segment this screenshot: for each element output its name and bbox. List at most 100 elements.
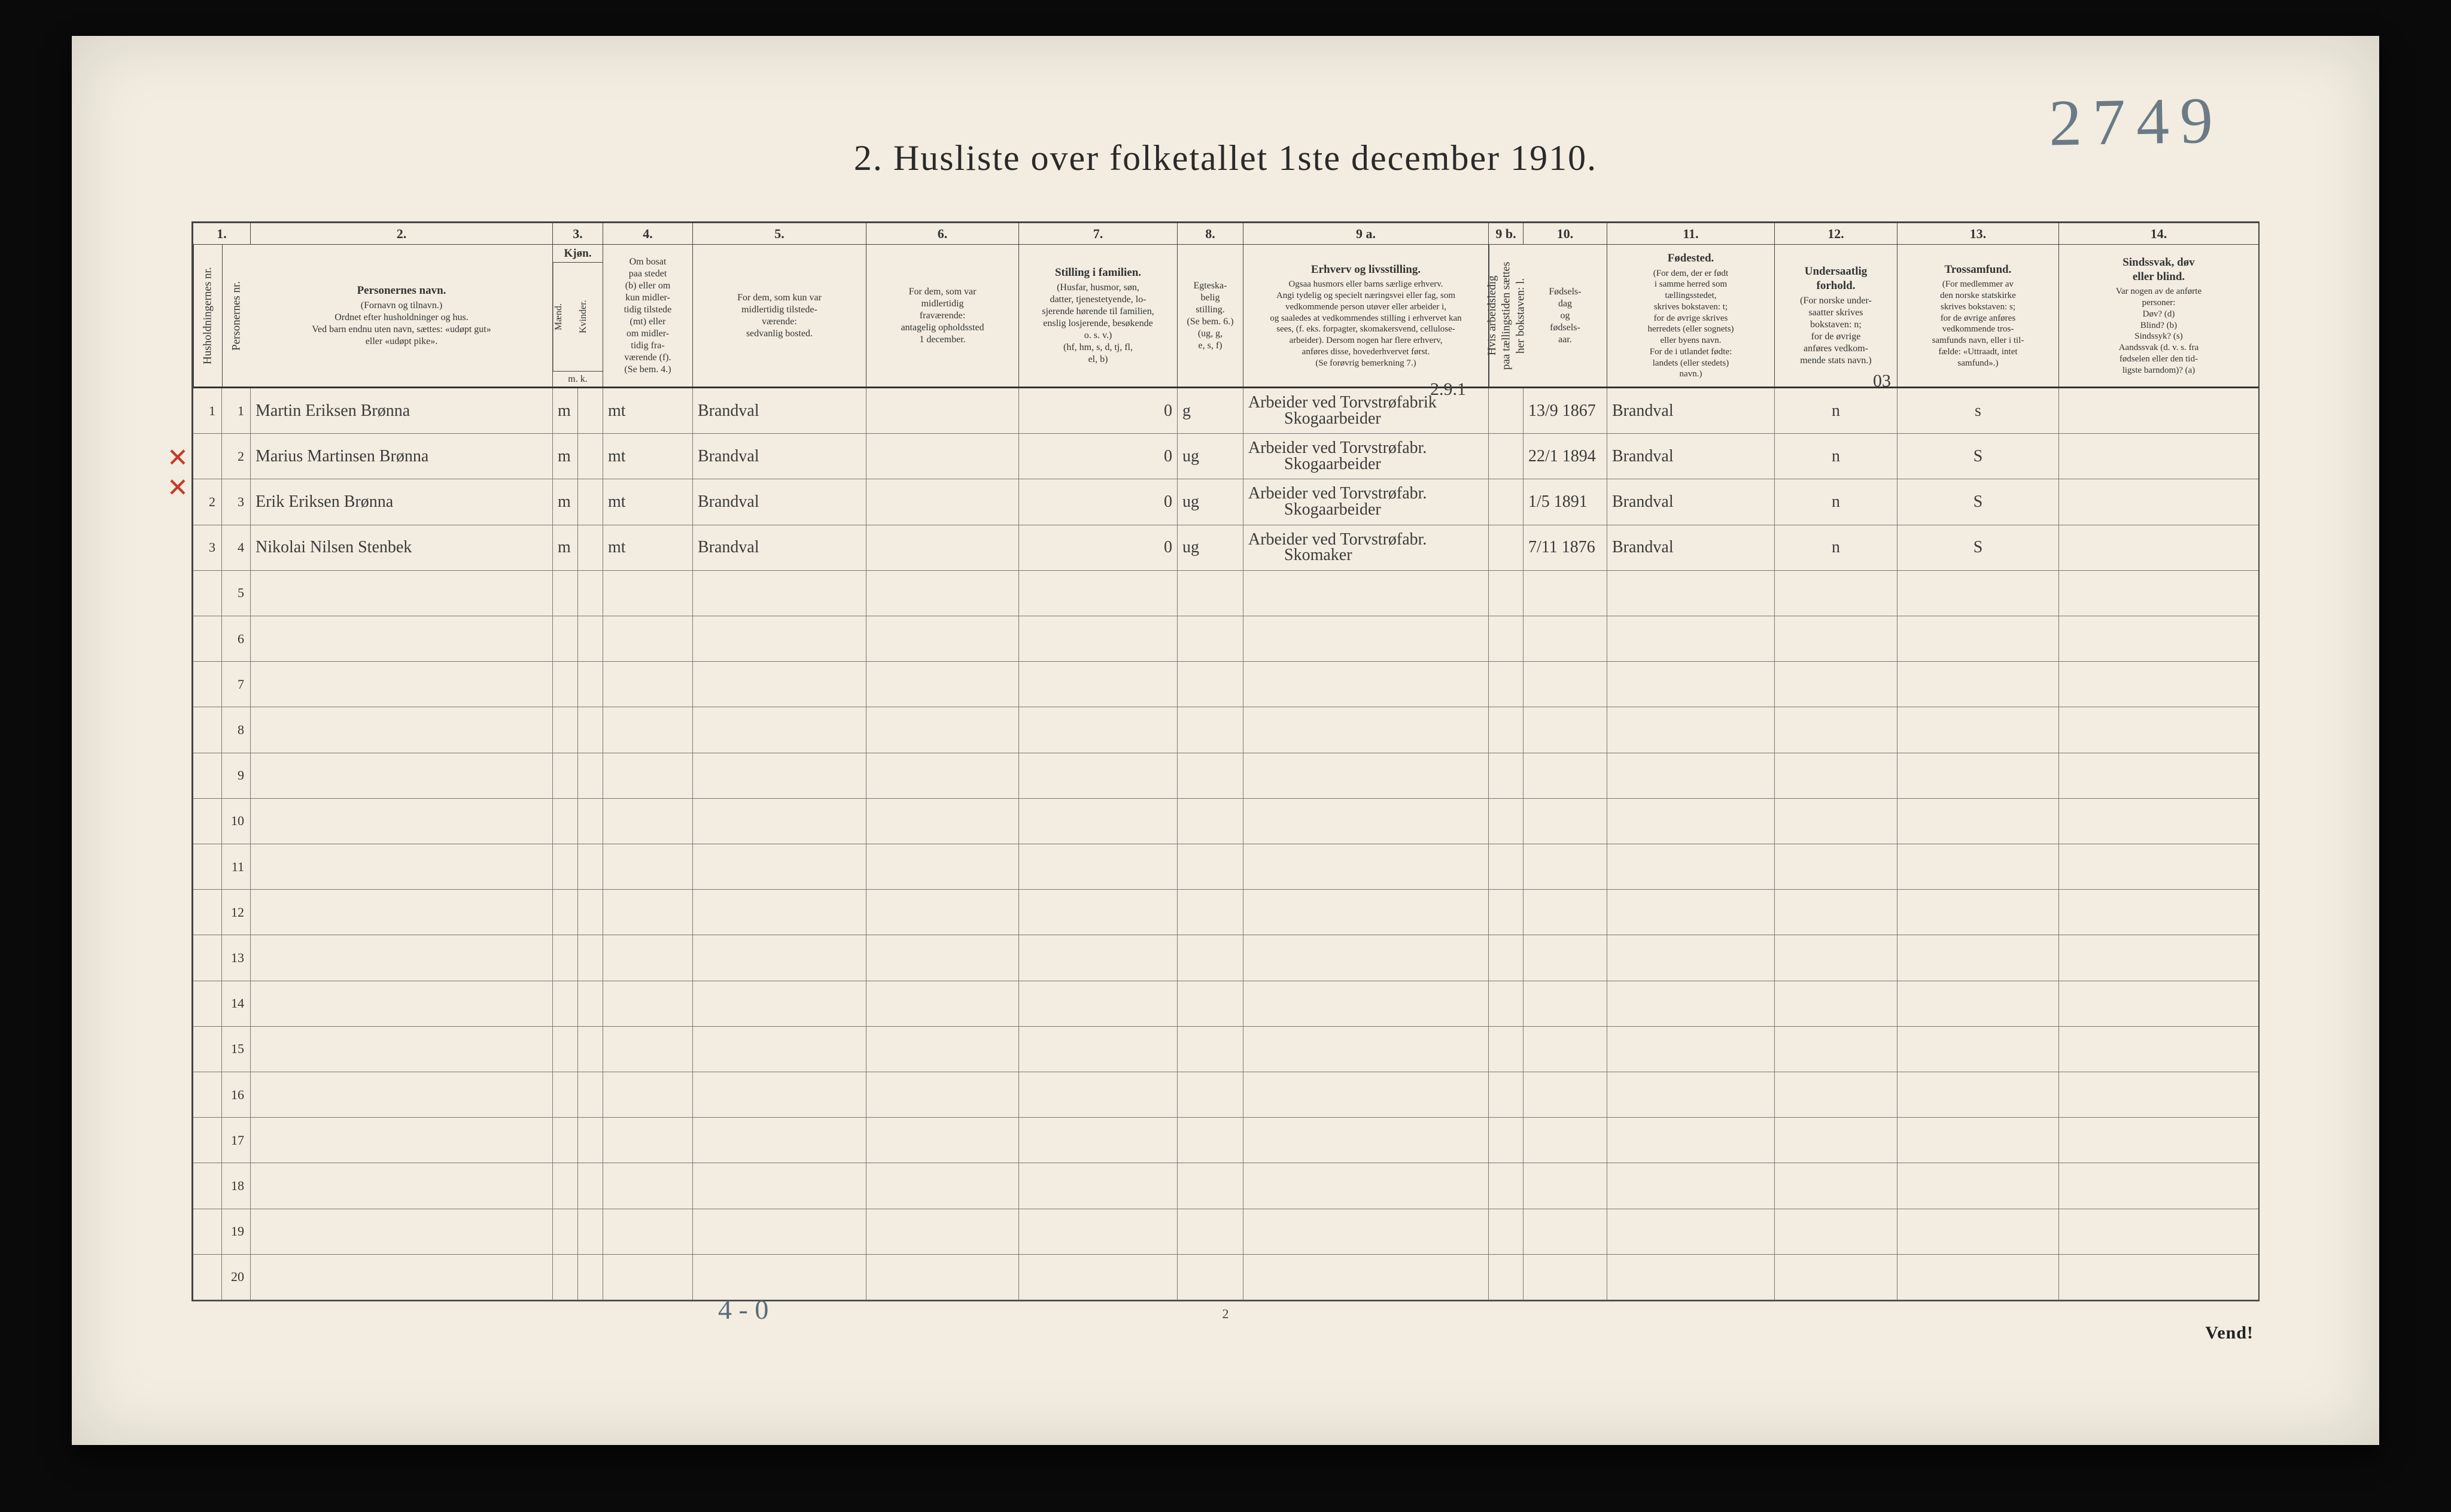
cell-household bbox=[193, 707, 222, 752]
colnum: 8. bbox=[1178, 223, 1243, 244]
cell-person-no: 20 bbox=[222, 1255, 251, 1300]
cell-person-no: 5 bbox=[222, 571, 251, 616]
hdr-c12-sub: (For norske under- saatter skrives bokst… bbox=[1777, 295, 1894, 367]
hdr-sex-k: Kvinder. bbox=[578, 263, 603, 371]
census-page: 2749 2. Husliste over folketallet 1ste d… bbox=[72, 36, 2379, 1445]
cell-birthdate bbox=[1523, 1118, 1607, 1163]
cell-sex-k bbox=[578, 571, 603, 616]
cell-religion: s bbox=[1897, 388, 2059, 433]
hdr-c5-title: For dem, som kun var midlertidig tilsted… bbox=[695, 292, 863, 328]
cell-unemployed bbox=[1489, 981, 1523, 1026]
cell-nationality: n bbox=[1775, 525, 1897, 570]
cell-sex-k bbox=[578, 890, 603, 935]
cell-birthplace bbox=[1607, 1209, 1775, 1254]
cell-marital bbox=[1178, 707, 1243, 752]
cell-sex-m bbox=[553, 890, 578, 935]
cell-name: Martin Eriksen Brønna bbox=[251, 388, 553, 433]
cell-absent-place bbox=[866, 571, 1019, 616]
cell-birthdate: 1/5 1891 bbox=[1523, 479, 1607, 524]
cell-sex-k bbox=[578, 1118, 603, 1163]
cell-name bbox=[251, 1163, 553, 1208]
cell-residence bbox=[603, 1027, 693, 1072]
cell-sex-m bbox=[553, 707, 578, 752]
hdr-household-no: Husholdningernes nr. bbox=[193, 245, 222, 387]
cell-family-status: 0 bbox=[1019, 525, 1178, 570]
cell-household bbox=[193, 1027, 222, 1072]
cell-nationality bbox=[1775, 1163, 1897, 1208]
cell-sex-m bbox=[553, 1209, 578, 1254]
cell-nationality bbox=[1775, 616, 1897, 661]
cell-disability bbox=[2059, 571, 2258, 616]
cell-absent-place bbox=[866, 844, 1019, 889]
cell-residence bbox=[603, 935, 693, 980]
cell-residence: mt bbox=[603, 479, 693, 524]
cell-birthplace bbox=[1607, 890, 1775, 935]
cell-sex-m bbox=[553, 981, 578, 1026]
hdr-c11-sub: (For dem, der er født i samme herred som… bbox=[1610, 268, 1772, 381]
table-row: 12 bbox=[193, 890, 2258, 935]
table-row: 2Marius Martinsen BrønnammtBrandval0ugAr… bbox=[193, 434, 2258, 479]
cell-marital bbox=[1178, 616, 1243, 661]
cell-birthplace bbox=[1607, 707, 1775, 752]
cell-religion bbox=[1897, 1072, 2059, 1117]
hdr-c7-sub: (Husfar, husmor, søn, datter, tjenestety… bbox=[1021, 282, 1175, 366]
cell-sex-m: m bbox=[553, 479, 578, 524]
cell-name bbox=[251, 707, 553, 752]
table-row: 13 bbox=[193, 935, 2258, 981]
cell-occupation bbox=[1243, 753, 1489, 798]
cell-family-status: 0 bbox=[1019, 479, 1178, 524]
cell-occupation bbox=[1243, 662, 1489, 707]
cell-usual-residence: Brandval bbox=[693, 388, 866, 433]
cell-nationality: n bbox=[1775, 479, 1897, 524]
colnum: 13. bbox=[1897, 223, 2059, 244]
cell-absent-place bbox=[866, 616, 1019, 661]
cell-residence bbox=[603, 707, 693, 752]
cell-birthdate bbox=[1523, 890, 1607, 935]
cell-occupation bbox=[1243, 1255, 1489, 1300]
cell-family-status bbox=[1019, 799, 1178, 844]
cell-household bbox=[193, 844, 222, 889]
table-row: 5 bbox=[193, 571, 2258, 616]
cell-residence bbox=[603, 1209, 693, 1254]
cell-person-no: 13 bbox=[222, 935, 251, 980]
cell-usual-residence bbox=[693, 1072, 866, 1117]
table-row: 6 bbox=[193, 616, 2258, 662]
cell-sex-k bbox=[578, 799, 603, 844]
cell-family-status bbox=[1019, 981, 1178, 1026]
cell-religion bbox=[1897, 662, 2059, 707]
cell-residence bbox=[603, 616, 693, 661]
cell-birthplace bbox=[1607, 935, 1775, 980]
cell-birthplace bbox=[1607, 1072, 1775, 1117]
cell-family-status bbox=[1019, 935, 1178, 980]
cell-nationality bbox=[1775, 571, 1897, 616]
cell-usual-residence bbox=[693, 616, 866, 661]
cell-sex-k bbox=[578, 616, 603, 661]
hdr-name: Personernes navn. (Fornavn og tilnavn.) … bbox=[251, 245, 553, 387]
hdr-marital: Egteska- belig stilling. (Se bem. 6.) (u… bbox=[1178, 245, 1243, 387]
cell-family-status bbox=[1019, 1072, 1178, 1117]
cell-sex-k bbox=[578, 1255, 603, 1300]
cell-usual-residence: Brandval bbox=[693, 479, 866, 524]
colnum: 10. bbox=[1523, 223, 1607, 244]
cell-unemployed bbox=[1489, 1072, 1523, 1117]
cell-unemployed bbox=[1489, 1027, 1523, 1072]
cell-occupation: Arbeider ved Torvstrøfabr.Skogaarbeider bbox=[1243, 434, 1489, 479]
cell-name bbox=[251, 890, 553, 935]
cell-absent-place bbox=[866, 525, 1019, 570]
cell-sex-k bbox=[578, 981, 603, 1026]
cell-nationality bbox=[1775, 753, 1897, 798]
hdr-temp-present: For dem, som kun var midlertidig tilsted… bbox=[693, 245, 866, 387]
cell-household bbox=[193, 935, 222, 980]
cell-person-no: 17 bbox=[222, 1118, 251, 1163]
cell-marital: ug bbox=[1178, 479, 1243, 524]
cell-usual-residence: Brandval bbox=[693, 434, 866, 479]
cell-nationality bbox=[1775, 935, 1897, 980]
hdr-birthdate: Fødsels- dag og fødsels- aar. bbox=[1523, 245, 1607, 387]
cell-sex-k bbox=[578, 1209, 603, 1254]
hdr-c12-title: Undersaatlig forhold. bbox=[1777, 264, 1894, 293]
cell-nationality: n bbox=[1775, 388, 1897, 433]
cell-household bbox=[193, 1118, 222, 1163]
hdr-c14-sub: Var nogen av de anførte personer: Døv? (… bbox=[2061, 286, 2256, 376]
page-footer-number: 2 bbox=[1223, 1306, 1229, 1322]
cell-birthplace: Brandval bbox=[1607, 479, 1775, 524]
